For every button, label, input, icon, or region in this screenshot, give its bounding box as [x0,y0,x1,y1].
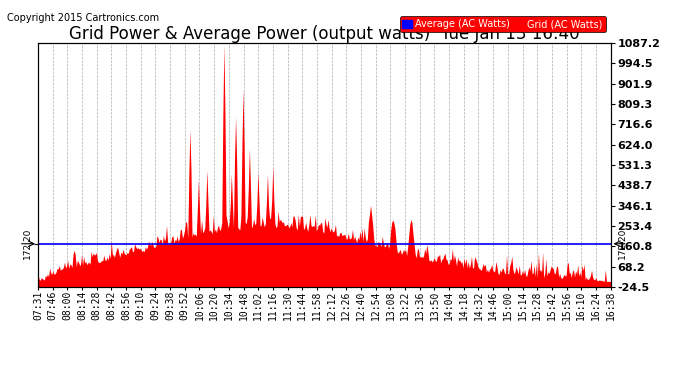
Title: Grid Power & Average Power (output watts)  Tue Jan 13 16:40: Grid Power & Average Power (output watts… [69,25,580,43]
Legend: Average (AC Watts), Grid (AC Watts): Average (AC Watts), Grid (AC Watts) [400,16,606,32]
Text: Copyright 2015 Cartronics.com: Copyright 2015 Cartronics.com [7,13,159,23]
Text: 172.20: 172.20 [618,228,627,260]
